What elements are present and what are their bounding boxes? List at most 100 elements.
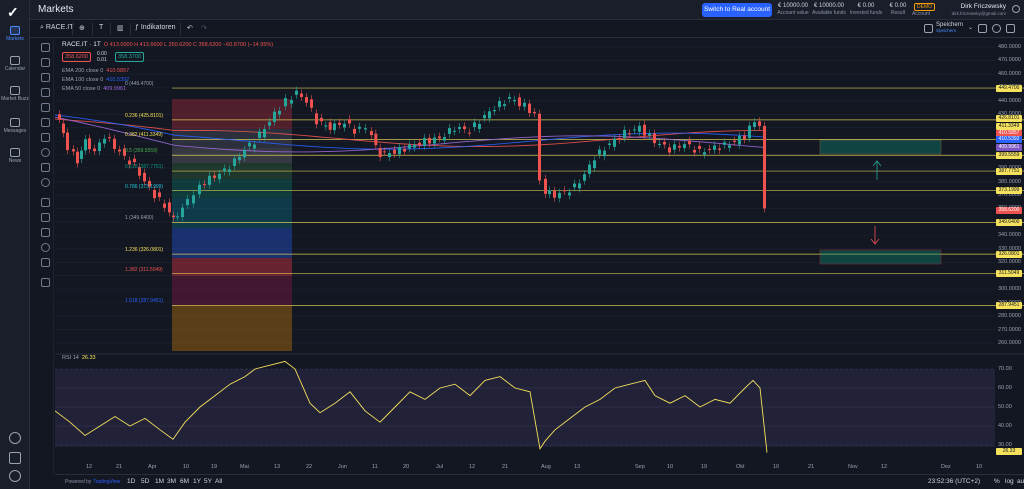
symbol-legend[interactable]: RACE.IT · 1T O 413.0000 H 413.6600 L 350.… — [62, 41, 274, 48]
lock-icon[interactable] — [41, 228, 50, 237]
nav-news[interactable]: News — [0, 148, 30, 176]
nav-calendar[interactable]: Calendar — [0, 56, 30, 84]
time-axis-label: 21 — [502, 464, 509, 470]
projection-icon[interactable] — [41, 103, 50, 112]
redo-icon[interactable]: ↷ — [201, 25, 207, 32]
ema-100-legend[interactable]: EMA 100 close 0 410.5392 — [62, 77, 130, 83]
candle — [186, 199, 189, 206]
undo-icon[interactable]: ↶ — [187, 25, 193, 32]
chart-type-icon[interactable]: ▥ — [117, 25, 124, 32]
buy-price[interactable]: 358.3700 — [115, 52, 144, 62]
nav-market-buzz[interactable]: Market Buzz — [0, 86, 30, 114]
price-axis-label: 480.0000 — [998, 44, 1021, 50]
target-zone-upper[interactable] — [819, 139, 942, 155]
save-dropdown-icon[interactable]: ⌄ — [968, 25, 974, 31]
period-button-1y[interactable]: 1Y — [193, 478, 201, 485]
candle — [315, 113, 318, 125]
candle — [148, 180, 151, 187]
ema-50-legend[interactable]: EMA 50 close 0 409.9961 — [62, 86, 127, 92]
zoom-icon[interactable] — [41, 178, 50, 187]
clock[interactable]: 23:52:36 (UTC+2) — [928, 478, 981, 485]
period-button-6m[interactable]: 6M — [180, 478, 190, 485]
rsi-line — [55, 360, 768, 453]
candle — [673, 144, 676, 150]
trendline-icon[interactable] — [41, 58, 50, 67]
candle — [233, 158, 236, 166]
time-axis-label: 21 — [116, 464, 123, 470]
period-button-3m[interactable]: 3M — [167, 478, 177, 485]
ruler-icon[interactable] — [41, 163, 50, 172]
rsi-legend[interactable]: RSI 14 26.33 — [62, 355, 96, 361]
fullscreen-icon[interactable] — [978, 24, 987, 33]
price-axis-label: 340.0000 — [998, 232, 1021, 239]
period-button-1d[interactable]: 1D — [127, 478, 136, 485]
period-button-5d[interactable]: 5D — [141, 478, 150, 485]
sell-price[interactable]: 358.6200 — [62, 52, 91, 62]
fib-label: 0.236 (425.8101) — [125, 112, 164, 119]
ema-line — [55, 114, 766, 150]
trash-icon[interactable] — [41, 278, 50, 287]
auto-toggle[interactable]: auto — [1017, 478, 1024, 485]
log-toggle[interactable]: log — [1005, 478, 1014, 485]
fib-label: 1.382 (311.5049) — [125, 266, 163, 273]
stay-drawing-icon[interactable] — [41, 213, 50, 222]
rsi-axis-label: 30.00 — [998, 442, 1012, 448]
price-axis-label: 270.0000 — [998, 326, 1021, 333]
symbol-search[interactable]: ⌕ RACE.IT — [40, 24, 74, 31]
fib-label: 0.618 (387.7751) — [125, 164, 164, 171]
period-button-1m[interactable]: 1M — [155, 478, 165, 485]
percent-toggle[interactable]: % — [994, 478, 1000, 485]
candle — [498, 101, 501, 108]
candle — [66, 132, 69, 151]
fib-label: 0.786 (373.1999) — [125, 183, 164, 190]
candle — [638, 125, 641, 132]
price-chart[interactable] — [55, 38, 1024, 474]
crosshair-icon[interactable] — [41, 43, 50, 52]
theme-icon[interactable] — [9, 432, 21, 444]
price-axis-label: 440.0000 — [998, 97, 1021, 104]
add-symbol-icon[interactable]: ⊕ — [79, 25, 85, 32]
target-zone-lower[interactable] — [819, 249, 942, 265]
magnet-icon[interactable] — [41, 198, 50, 207]
nav-markets[interactable]: Markets — [0, 26, 30, 54]
fib-tool-icon[interactable] — [41, 73, 50, 82]
candle — [268, 121, 271, 126]
candle — [563, 190, 566, 192]
indicators-button[interactable]: ƒ Indikatoren — [135, 24, 176, 31]
interval-select[interactable]: T — [99, 24, 104, 31]
switch-real-account-button[interactable]: Switch to Real account — [702, 3, 772, 17]
layout-icon[interactable] — [924, 24, 933, 33]
candle — [295, 90, 298, 95]
text-tool-icon[interactable] — [41, 133, 50, 142]
candle — [84, 139, 87, 151]
nav-messages[interactable]: Messages — [0, 118, 30, 146]
logo-icon[interactable]: ✓ — [7, 4, 19, 20]
pattern-icon[interactable] — [41, 88, 50, 97]
demo-badge[interactable]: DEMO — [914, 3, 935, 11]
user-info[interactable]: Dirk Friczewsky dirk.friczewsky@gmail.co… — [951, 3, 1006, 16]
user-icon[interactable] — [1012, 5, 1020, 13]
candle — [128, 160, 131, 165]
ema-200-legend[interactable]: EMA 200 close 0 410.5857 — [62, 68, 130, 74]
fib-retracement[interactable] — [172, 99, 292, 351]
powered-by[interactable]: Powered by TradingView — [65, 479, 121, 485]
candle — [284, 98, 287, 107]
time-axis-label: Nov — [848, 464, 858, 470]
candle — [718, 148, 721, 150]
chart-settings-icon[interactable] — [992, 24, 1001, 33]
candle — [223, 168, 226, 172]
candle — [648, 133, 651, 136]
price-axis-label: 370.0000 — [998, 192, 1021, 198]
hide-icon[interactable] — [41, 258, 50, 267]
period-button-all[interactable]: All — [215, 478, 223, 485]
candle — [253, 144, 256, 149]
logout-icon[interactable] — [9, 470, 21, 482]
smile-icon[interactable] — [41, 148, 50, 157]
period-button-5y[interactable]: 5Y — [204, 478, 212, 485]
settings-icon[interactable] — [9, 452, 21, 464]
camera-icon[interactable] — [1006, 24, 1015, 33]
save-button[interactable]: Speichern Speichern — [936, 22, 964, 33]
candle — [228, 169, 231, 173]
eye-icon[interactable] — [41, 243, 50, 252]
brush-icon[interactable] — [41, 118, 50, 127]
